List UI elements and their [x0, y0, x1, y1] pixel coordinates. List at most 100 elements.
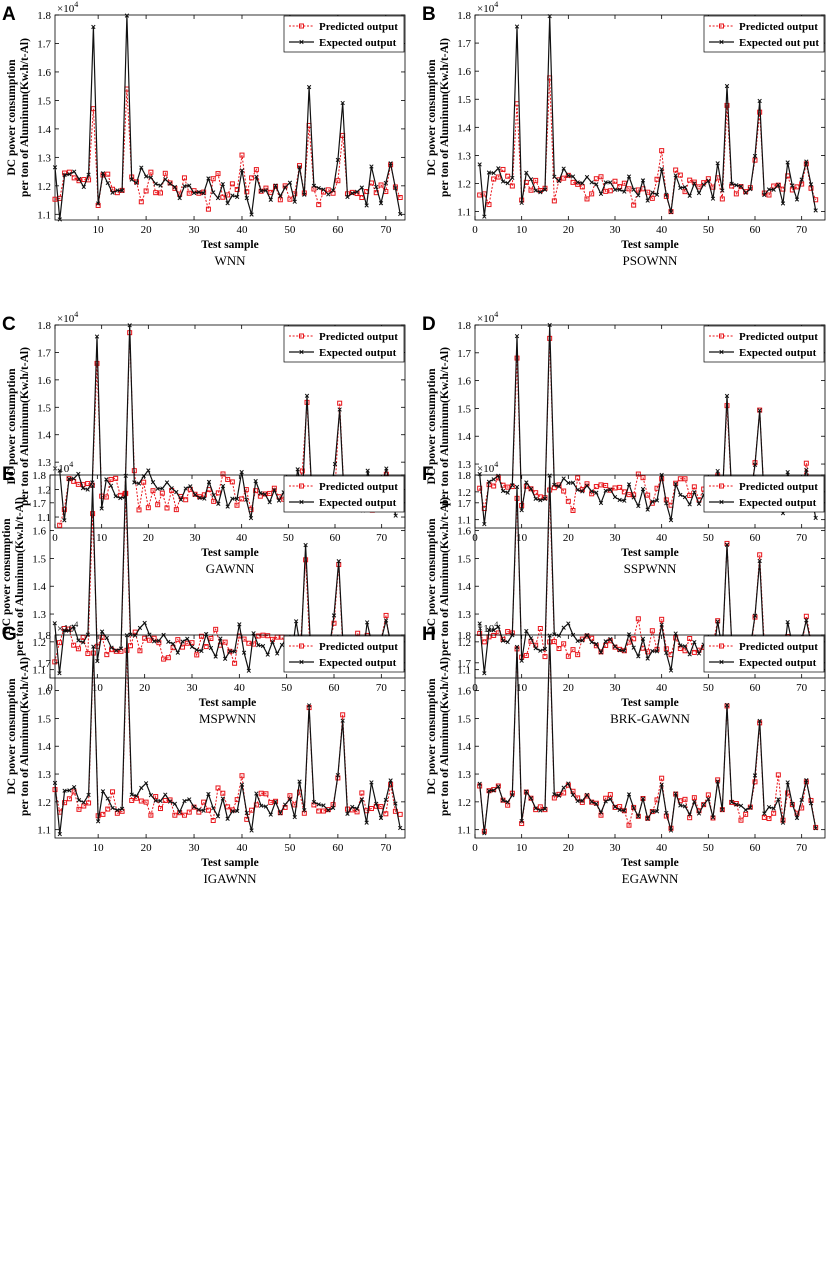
y-tick-label: 1.2: [37, 797, 51, 809]
expected-point: [682, 644, 688, 649]
predicted-point: [159, 490, 165, 496]
x-tick-label: 30: [189, 842, 201, 854]
y-tick-label: 1.7: [37, 38, 51, 50]
predicted-point: [368, 806, 374, 812]
y-tick-label: 1.4: [457, 581, 471, 593]
expected-point: [211, 806, 216, 811]
y-multiplier-exponent: 4: [74, 310, 78, 319]
x-tick-label: 50: [703, 224, 715, 236]
expected-point: [213, 654, 218, 659]
predicted-point: [575, 652, 581, 658]
expected-point: [216, 501, 221, 507]
predicted-point: [649, 195, 655, 201]
model-name: SSPWNN: [624, 561, 677, 576]
x-tick-label: 60: [332, 842, 344, 854]
predicted-point: [691, 649, 697, 655]
predicted-point: [335, 178, 341, 184]
x-tick-label: 50: [703, 532, 715, 544]
y-tick-label: 1.4: [457, 741, 471, 753]
x-axis-label: Test sample: [201, 857, 258, 869]
expected-point: [206, 791, 211, 797]
expected-point: [510, 483, 515, 488]
predicted-point: [617, 484, 623, 490]
expected-point: [654, 192, 660, 197]
y-multiplier-exponent: 4: [69, 460, 73, 469]
expected-point: [174, 489, 179, 495]
expected-point: [230, 809, 235, 814]
expected-point: [151, 639, 157, 644]
x-tick-label: 50: [284, 842, 296, 854]
expected-point: [302, 192, 307, 197]
predicted-point: [752, 779, 758, 785]
predicted-series-line: [479, 489, 817, 669]
x-tick-label: 0: [472, 224, 478, 236]
expected-point: [316, 185, 321, 191]
expected-point: [330, 188, 336, 193]
predicted-point: [129, 797, 135, 803]
expected-point: [158, 798, 163, 804]
expected-point: [533, 806, 538, 811]
x-tick-label: 40: [236, 224, 248, 236]
expected-point: [254, 791, 259, 796]
expected-point: [514, 333, 520, 339]
model-name: BRK-GAWNN: [610, 711, 690, 726]
x-tick-label: 70: [796, 532, 808, 544]
expected-point: [311, 183, 317, 188]
expected-point: [692, 639, 697, 645]
legend-predicted-marker: [299, 23, 304, 29]
x-tick-label: 0: [47, 682, 53, 694]
expected-point: [95, 201, 101, 206]
predicted-point: [210, 817, 216, 823]
predicted-point: [105, 171, 111, 177]
expected-point: [267, 500, 272, 505]
y-tick-label: 1.3: [37, 457, 51, 469]
expected-point: [282, 802, 288, 807]
predicted-point: [141, 479, 147, 485]
chart-panel-d: D0 10 20 30 40 50 60 701.11.21.31.41.51.61.71.8…: [422, 310, 826, 576]
legend-predicted-marker: [719, 333, 724, 339]
y-tick-label: 1.8: [457, 630, 471, 642]
expected-point: [292, 814, 297, 820]
expected-point: [589, 180, 594, 185]
expected-point: [365, 468, 370, 473]
expected-point: [738, 184, 744, 189]
expected-point: [594, 182, 599, 187]
y-tick-label: 1.5: [37, 95, 51, 107]
expected-point: [187, 797, 192, 802]
predicted-point: [100, 811, 106, 817]
x-tick-label: 70: [380, 842, 392, 854]
expected-point: [477, 621, 482, 626]
predicted-point: [229, 479, 235, 485]
expected-point: [486, 170, 492, 175]
predicted-point: [244, 189, 250, 195]
expected-point: [780, 820, 786, 825]
expected-point: [570, 174, 576, 179]
legend-expected-label: Expected output: [319, 497, 397, 509]
y-tick-label: 1.3: [457, 459, 471, 471]
y-axis-label-line2: per ton of Aluminum(Kw.h/t-Al): [439, 38, 451, 197]
x-tick-label: 20: [563, 532, 575, 544]
expected-point: [514, 24, 520, 29]
expected-point: [594, 641, 599, 647]
predicted-point: [148, 812, 154, 818]
expected-point: [129, 792, 134, 797]
predicted-point: [253, 488, 259, 494]
expected-point: [561, 166, 566, 171]
x-tick-label: 10: [93, 224, 105, 236]
expected-point: [220, 796, 225, 801]
expected-point: [701, 802, 706, 807]
legend-box: [703, 475, 825, 513]
y-tick-label: 1.4: [32, 581, 46, 593]
predicted-point: [593, 176, 599, 182]
expected-point: [561, 476, 566, 481]
expected-point: [533, 496, 538, 501]
predicted-point: [561, 175, 567, 181]
expected-point: [650, 190, 655, 195]
expected-point: [244, 497, 249, 502]
predicted-point: [505, 173, 511, 179]
expected-point: [533, 188, 538, 193]
expected-point: [182, 798, 187, 804]
expected-point: [259, 188, 264, 194]
predicted-point: [162, 170, 168, 176]
predicted-point: [603, 188, 609, 194]
